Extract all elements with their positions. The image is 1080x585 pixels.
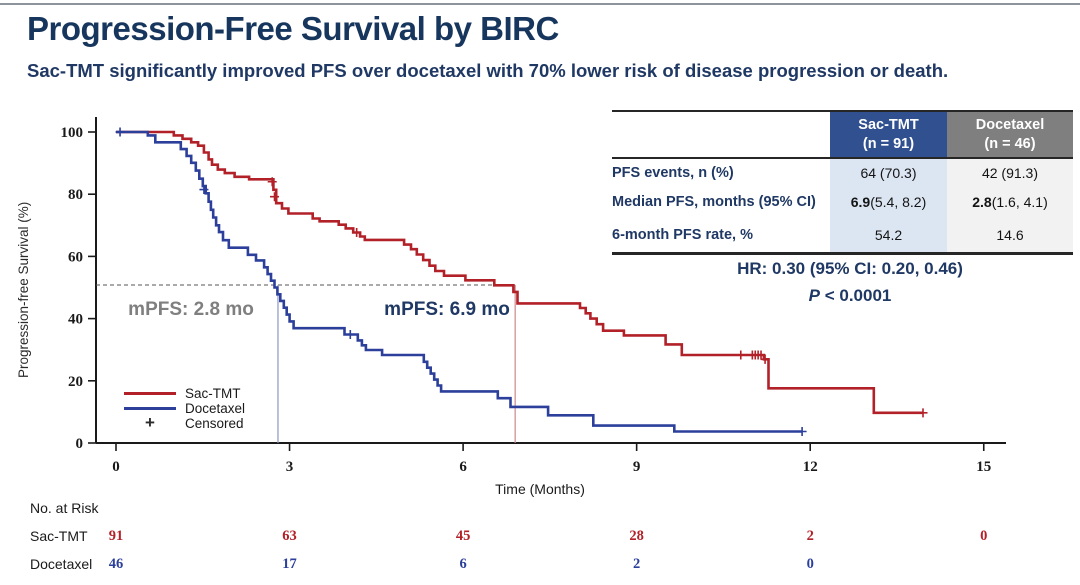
x-tick-label: 9 [633,459,641,475]
table-row: Median PFS, months (95% CI) 6.9 (5.4, 8.… [612,186,1073,218]
legend-item-docetaxel: Docetaxel [124,401,245,416]
value-rest: (1.6, 4.1) [991,194,1048,210]
cell-value: 54.2 [830,218,947,252]
column-n: (n = 91) [862,135,915,152]
column-title: Docetaxel [975,116,1045,133]
x-tick-label: 3 [286,459,294,475]
y-tick-label: 40 [68,312,83,328]
value-bold: 2.8 [972,194,992,210]
table-row: 6-month PFS rate, % 54.2 14.6 [612,218,1073,252]
header-empty-cell [612,112,830,157]
x-tick-label: 0 [112,459,120,475]
y-tick-label: 20 [68,374,83,390]
value-rest: 14.6 [996,227,1024,243]
header-docetaxel: Docetaxel (n = 46) [947,112,1073,157]
page-title: Progression-Free Survival by BIRC [27,10,559,47]
censor-mark-sac-tmt [270,192,280,202]
row-label: 6-month PFS rate, % [612,227,753,243]
y-tick-label: 100 [61,125,84,141]
column-n: (n = 46) [984,135,1036,152]
x-tick-label: 12 [803,459,818,475]
censor-mark-sac-tmt [756,350,766,360]
p-value: < 0.0001 [819,286,892,305]
header-sac-tmt: Sac-TMT (n = 91) [830,112,947,157]
docetaxel-line-swatch [124,407,176,410]
km-curve-docetaxel [116,130,803,433]
censor-mark-sac-tmt [918,408,928,418]
legend-label: Docetaxel [185,401,246,416]
hazard-ratio-text: HR: 0.30 (95% CI: 0.20, 0.46) [737,259,963,278]
censor-mark-sac-tmt [352,227,362,237]
km-curve-sac-tmt [116,130,923,415]
sac-tmt-line-swatch [124,392,176,395]
column-title: Sac-TMT [858,116,919,133]
censor-mark-sac-tmt [760,354,770,364]
value-bold: 6.9 [850,194,871,210]
censor-mark-sac-tmt [267,177,277,187]
cell-value: 6.9 (5.4, 8.2) [830,186,947,218]
value-rest: (5.4, 8.2) [870,194,927,210]
censor-mark-docetaxel [345,329,355,339]
row-label: Median PFS, months (95% CI) [612,194,816,210]
y-tick-label: 0 [76,436,84,452]
censored-plus-icon: + [145,413,155,432]
legend: Sac-TMT Docetaxel + Censored [124,386,245,431]
legend-label: Sac-TMT [185,386,241,401]
value-rest: 42 (91.3) [981,164,1039,181]
x-tick-label: 6 [459,459,467,475]
row-label: PFS events, n (%) [612,164,734,181]
top-divider [0,3,1080,5]
legend-item-sac-tmt: Sac-TMT [124,386,245,401]
y-axis-label: Progression-free Survival (%) [16,201,31,379]
hr-annotation: HR: 0.30 (95% CI: 0.20, 0.46) P < 0.0001 [640,259,1060,306]
value-rest: 54.2 [874,227,903,243]
legend-item-censored: + Censored [124,413,245,432]
summary-table-header: Sac-TMT (n = 91) Docetaxel (n = 46) [612,112,1073,159]
annotation-mpfs-sac-tmt: mPFS: 6.9 mo [384,299,510,320]
legend-label: Censored [185,416,244,431]
slide-subtitle: Sac-TMT significantly improved PFS over … [27,60,949,81]
cell-value: 14.6 [947,218,1073,252]
p-symbol: P [808,286,820,305]
cell-value: 2.8 (1.6, 4.1) [947,186,1073,218]
annotation-mpfs-docetaxel: mPFS: 2.8 mo [128,299,254,320]
x-axis-label: Time (Months) [495,481,585,497]
p-value-text: P < 0.0001 [640,286,1060,306]
censor-mark-docetaxel [115,127,125,137]
censor-mark-docetaxel [797,426,807,436]
y-tick-label: 60 [68,249,83,265]
x-tick-label: 15 [976,459,991,475]
value-rest: 64 (70.3) [860,164,917,181]
censor-mark-sac-tmt [736,350,746,360]
cell-value: 64 (70.3) [830,159,947,186]
censor-mark-docetaxel [199,185,209,195]
summary-table: Sac-TMT (n = 91) Docetaxel (n = 46) PFS … [612,110,1073,255]
y-tick-label: 80 [68,187,83,203]
table-row: PFS events, n (%) 64 (70.3) 42 (91.3) [612,159,1073,186]
cell-value: 42 (91.3) [947,159,1073,186]
